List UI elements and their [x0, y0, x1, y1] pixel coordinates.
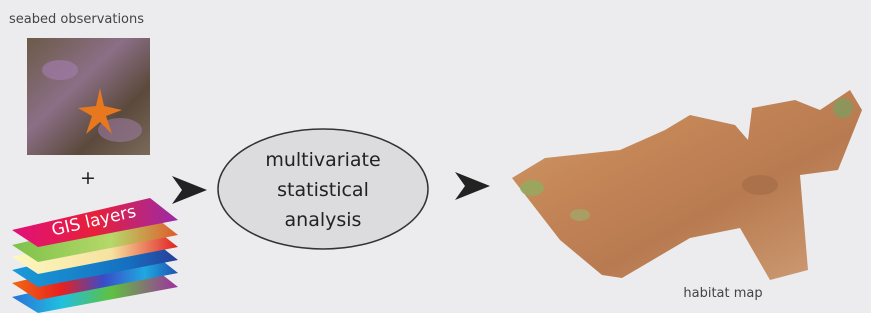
arrow — [172, 176, 207, 204]
diagram: seabed observations + GIS layers multiva… — [0, 0, 871, 313]
map-patch — [570, 209, 590, 221]
arrow — [455, 172, 490, 200]
analysis-line: analysis — [285, 209, 362, 231]
map-label: habitat map — [683, 286, 762, 301]
analysis-line: statistical — [277, 179, 369, 201]
gis-layers: GIS layers — [12, 198, 178, 313]
rock-patch — [42, 60, 78, 80]
observations-label: seabed observations — [9, 12, 144, 27]
map-patch — [833, 98, 853, 118]
map-patch — [742, 175, 778, 195]
analysis-line: multivariate — [265, 149, 380, 171]
plus: + — [80, 167, 96, 189]
map-shape — [512, 90, 862, 280]
map-patch — [520, 180, 544, 196]
habitat-map — [512, 90, 862, 280]
page: seabed observations + GIS layers multiva… — [0, 0, 871, 313]
